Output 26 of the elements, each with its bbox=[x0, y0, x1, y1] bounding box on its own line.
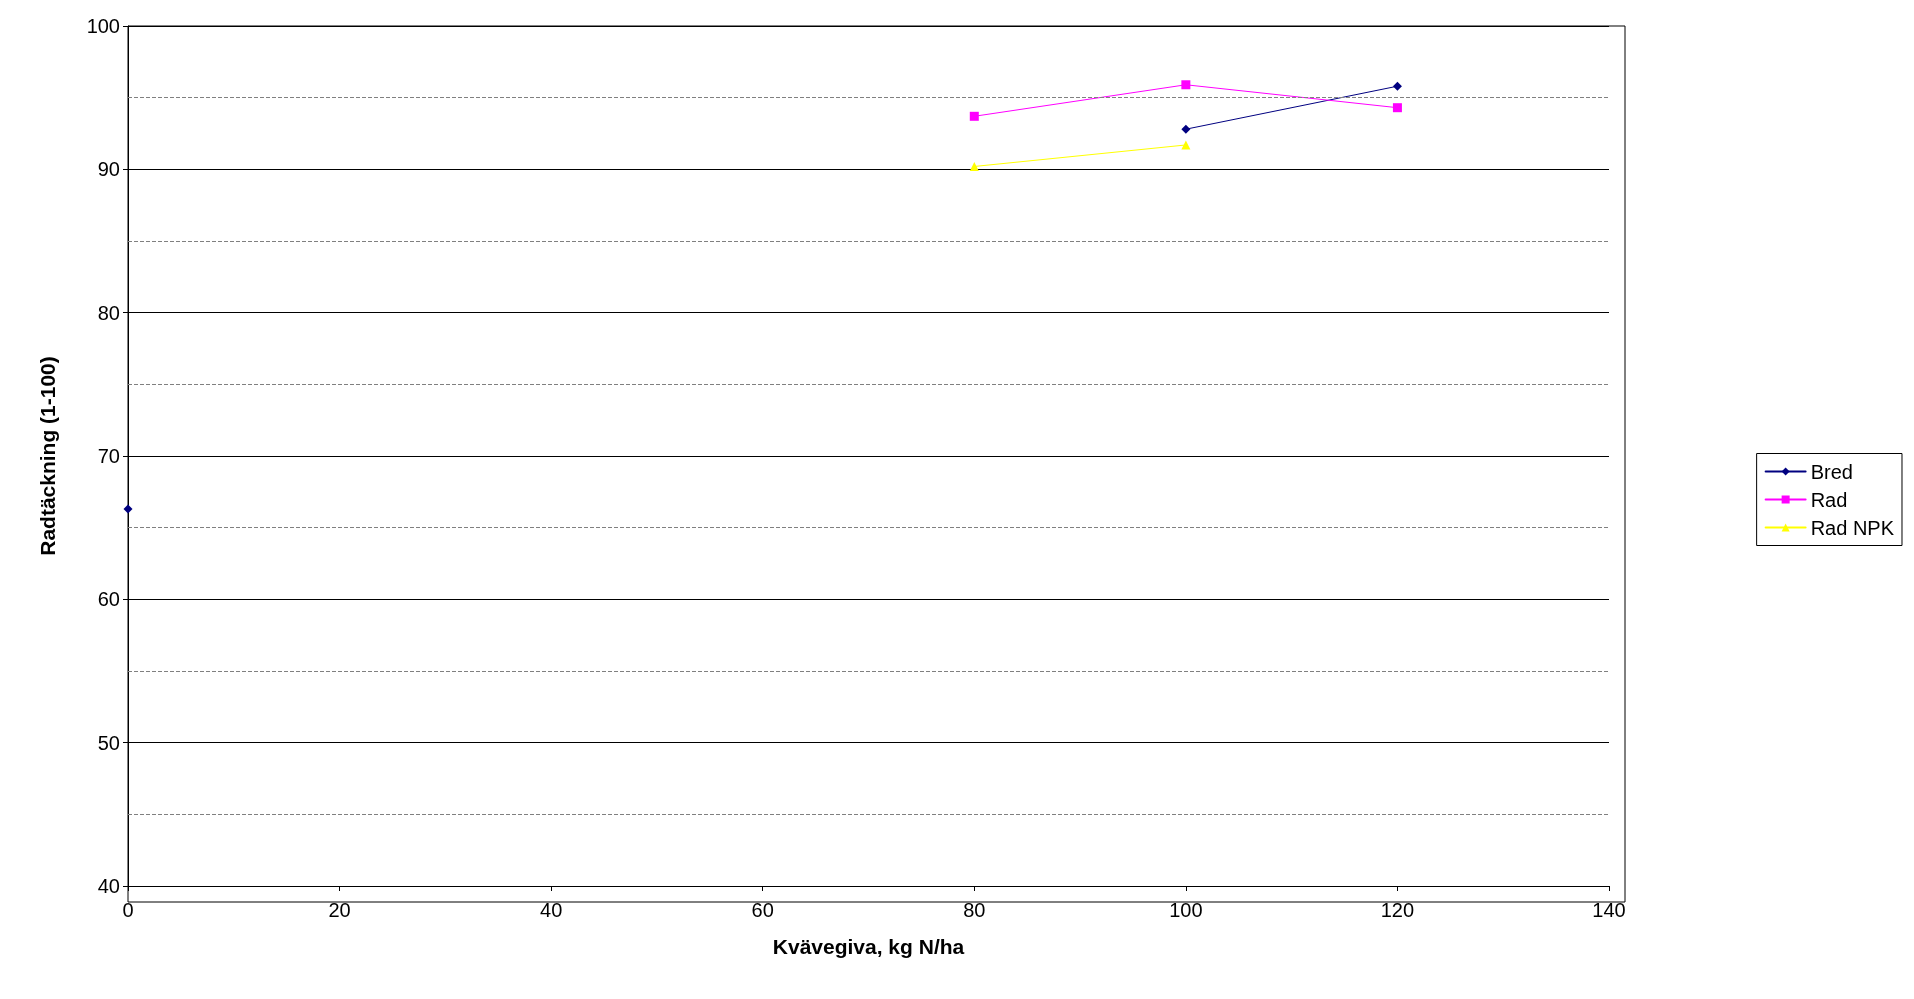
y-tick-label: 50 bbox=[97, 731, 120, 754]
x-tick-label: 0 bbox=[122, 899, 134, 921]
y-tick-label: 40 bbox=[97, 875, 120, 897]
point bbox=[1181, 80, 1191, 90]
y-axis-title: Radtäckning (1-100) bbox=[36, 356, 59, 556]
legend-label: Bred bbox=[1810, 460, 1853, 483]
point bbox=[1181, 124, 1191, 134]
point bbox=[1392, 103, 1402, 113]
x-tick-label: 60 bbox=[751, 899, 774, 921]
y-tick-label: 60 bbox=[97, 588, 120, 611]
y-tick-label: 70 bbox=[97, 445, 120, 467]
x-tick-label: 40 bbox=[540, 899, 563, 921]
y-tick-label: 100 bbox=[86, 15, 120, 37]
point bbox=[123, 504, 133, 514]
x-axis-title: Kvävegiva, kg N/ha bbox=[772, 935, 965, 958]
point bbox=[1392, 81, 1402, 91]
x-tick-label: 120 bbox=[1380, 899, 1415, 921]
x-tick-label: 100 bbox=[1169, 899, 1203, 921]
x-tick-label: 20 bbox=[328, 899, 351, 921]
legend-label: Rad NPK bbox=[1810, 516, 1895, 539]
x-tick-label: 80 bbox=[963, 899, 986, 921]
y-tick-label: 80 bbox=[97, 301, 120, 324]
y-tick-label: 90 bbox=[97, 158, 120, 181]
x-tick-label: 140 bbox=[1592, 899, 1626, 921]
legend-label: Rad bbox=[1810, 488, 1848, 511]
point bbox=[969, 111, 979, 121]
